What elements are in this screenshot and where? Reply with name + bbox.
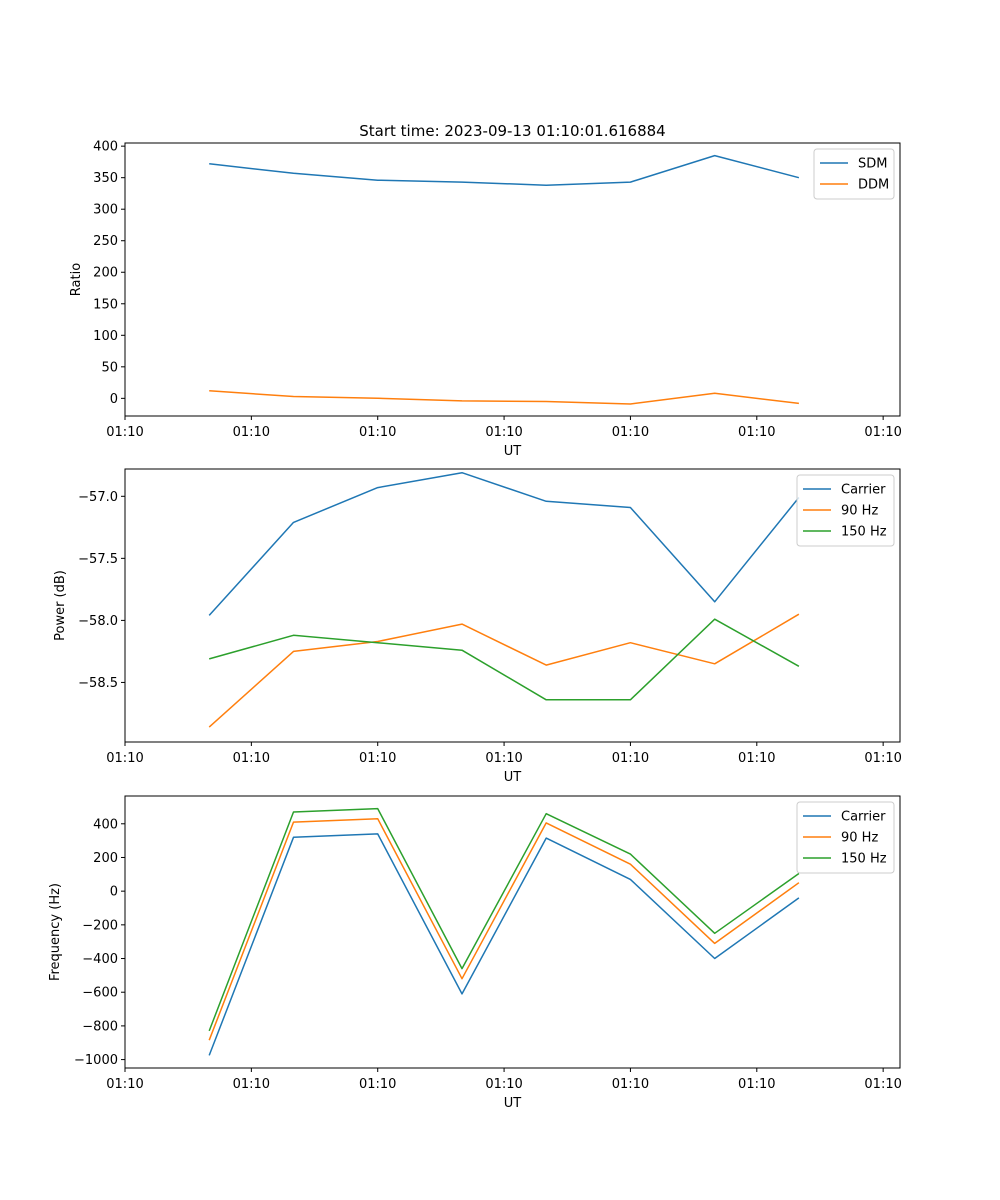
ratio-axes: 01:10 01:10 01:10 01:10 01:10 01:10 01:10 0 50 10… bbox=[69, 140, 902, 459]
y-tick-label: −1000 bbox=[74, 1053, 118, 1068]
x-axis-label: UT bbox=[504, 1096, 522, 1111]
x-tick-label: 01:10 bbox=[485, 751, 522, 766]
x-tick-label: 01:10 bbox=[106, 751, 143, 766]
legend-box bbox=[813, 148, 895, 200]
y-tick-label: 200 bbox=[93, 266, 118, 281]
x-tick-label: 01:10 bbox=[738, 425, 775, 440]
series-line-150-hz bbox=[208, 807, 800, 1032]
x-tick-label: 01:10 bbox=[864, 425, 901, 440]
y-tick-label: 50 bbox=[101, 360, 118, 375]
x-tick-label: 01:10 bbox=[738, 1077, 775, 1092]
x-tick-label: 01:10 bbox=[233, 425, 270, 440]
x-tick-label: 01:10 bbox=[359, 751, 396, 766]
x-tick-label: 01:10 bbox=[359, 425, 396, 440]
series-line-sdm bbox=[209, 154, 800, 186]
x-axis-label: UT bbox=[504, 770, 522, 785]
y-tick-label: 250 bbox=[93, 234, 118, 249]
frequency-axes: 01:10 01:10 01:10 01:10 01:10 01:10 01:10 −1000… bbox=[48, 795, 902, 1111]
figure-title: Start time: 2023-09-13 01:10:01.616884 bbox=[359, 122, 665, 140]
y-tick-label: −600 bbox=[82, 986, 118, 1001]
power-axes: 01:10 01:10 01:10 01:10 01:10 01:10 01:10 −58.5… bbox=[53, 468, 902, 785]
y-tick-label: 400 bbox=[93, 140, 118, 155]
y-tick-label: 400 bbox=[93, 817, 118, 832]
plot-area-frame bbox=[124, 142, 901, 417]
legend-label-90-hz: 90 Hz bbox=[841, 504, 878, 519]
series-line-90-hz bbox=[208, 613, 800, 728]
plot-area-frame bbox=[124, 468, 901, 743]
y-tick-label: 350 bbox=[93, 171, 118, 186]
y-tick-label: −200 bbox=[82, 918, 118, 933]
x-tick-label: 01:10 bbox=[612, 425, 649, 440]
x-axis-label: UT bbox=[504, 444, 522, 459]
x-tick-label: 01:10 bbox=[485, 1077, 522, 1092]
series-line-150-hz bbox=[208, 618, 800, 701]
x-tick-label: 01:10 bbox=[359, 1077, 396, 1092]
x-tick-label: 01:10 bbox=[612, 1077, 649, 1092]
y-axis-label: Frequency (Hz) bbox=[48, 883, 63, 981]
y-tick-label: 100 bbox=[93, 329, 118, 344]
x-tick-label: 01:10 bbox=[864, 1077, 901, 1092]
y-tick-label: −400 bbox=[82, 952, 118, 967]
y-tick-label: −57.0 bbox=[78, 490, 118, 505]
x-tick-label: 01:10 bbox=[106, 425, 143, 440]
x-tick-label: 01:10 bbox=[485, 425, 522, 440]
legend-label-carrier: Carrier bbox=[841, 483, 886, 498]
x-tick-label: 01:10 bbox=[106, 1077, 143, 1092]
legend-label-150-hz: 150 Hz bbox=[841, 852, 887, 867]
y-tick-label: 0 bbox=[110, 392, 118, 407]
x-tick-label: 01:10 bbox=[864, 751, 901, 766]
y-tick-label: −57.5 bbox=[78, 552, 118, 567]
x-tick-label: 01:10 bbox=[612, 751, 649, 766]
legend-label-sdm: SDM bbox=[858, 157, 887, 172]
y-tick-label: −800 bbox=[82, 1019, 118, 1034]
series-line-carrier bbox=[208, 471, 800, 616]
x-tick-label: 01:10 bbox=[738, 751, 775, 766]
series-line-90-hz bbox=[208, 817, 800, 1041]
y-tick-label: 150 bbox=[93, 297, 118, 312]
x-tick-label: 01:10 bbox=[233, 1077, 270, 1092]
legend-label-150-hz: 150 Hz bbox=[841, 525, 887, 540]
series-line-ddm bbox=[209, 390, 799, 405]
legend-label-90-hz: 90 Hz bbox=[841, 831, 878, 846]
y-tick-label: 300 bbox=[93, 203, 118, 218]
y-tick-label: 200 bbox=[93, 851, 118, 866]
y-tick-label: −58.0 bbox=[78, 614, 118, 629]
series-line-carrier bbox=[208, 833, 800, 1056]
legend-label-ddm: DDM bbox=[858, 178, 889, 193]
legend-box bbox=[796, 474, 895, 547]
y-tick-label: −58.5 bbox=[78, 676, 118, 691]
y-axis-label: Power (dB) bbox=[53, 570, 68, 641]
x-tick-label: 01:10 bbox=[233, 751, 270, 766]
legend-label-carrier: Carrier bbox=[841, 810, 886, 825]
y-tick-label: 0 bbox=[110, 885, 118, 900]
legend-box bbox=[796, 801, 895, 874]
y-axis-label: Ratio bbox=[69, 263, 84, 296]
plot-area-frame bbox=[124, 795, 901, 1069]
